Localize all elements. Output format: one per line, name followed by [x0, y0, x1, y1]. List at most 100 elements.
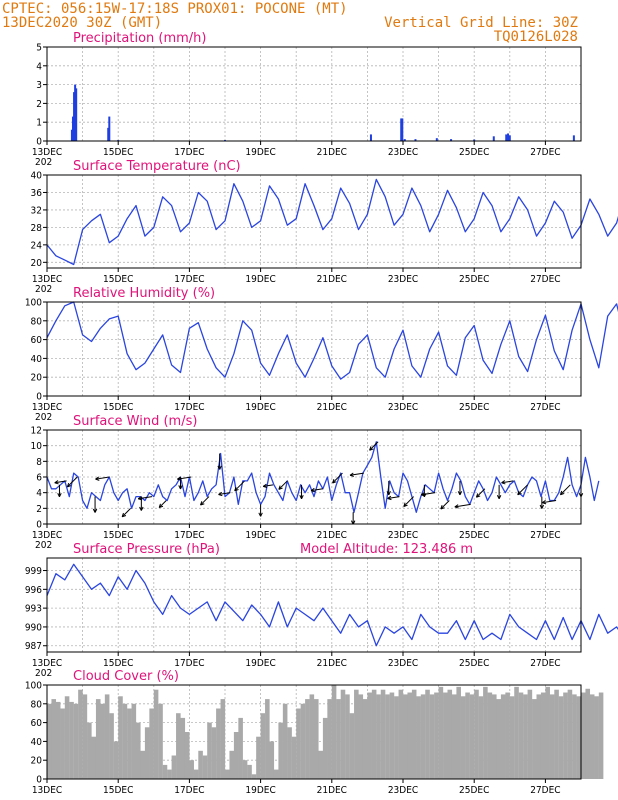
wind-vector-arrow [57, 484, 62, 498]
precip-bar [70, 129, 73, 141]
cloud-column [585, 688, 591, 779]
wind-vector-arrow [387, 495, 400, 501]
cloud-column [385, 694, 390, 779]
wind-arrow-shaft [454, 503, 471, 508]
panel-precip: 0 1 2 3 4 5 13DEC 15DEC 17DEC 19DEC 21DEC 23DEC 25DE… [32, 31, 582, 168]
wind-arrow-shaft [200, 496, 210, 506]
x-tick-label: 15DEC [103, 274, 133, 285]
wind-vector-arrow [403, 496, 415, 507]
precip-bar [107, 127, 110, 141]
cloud-column [233, 732, 239, 779]
wind-arrow-shaft [310, 488, 323, 492]
x-tick-label: 15DEC [103, 785, 133, 796]
wind-vector-arrow [92, 496, 98, 513]
cloud-column [487, 692, 493, 779]
wind-arrow-head [475, 493, 481, 498]
y-tick-label: 6 [36, 473, 42, 484]
cloud-column [296, 708, 301, 779]
cloud-column [87, 722, 92, 779]
wind-arrow-head [158, 503, 164, 509]
wind-vector-arrow [559, 484, 571, 496]
wind-arrow-head [539, 504, 545, 509]
y-tick-label: 0 [36, 137, 42, 148]
cloud-column [225, 769, 230, 779]
cloud-column [581, 692, 586, 779]
cloud-column [447, 689, 453, 779]
y-tick-label: 20 [31, 258, 43, 269]
y-tick-label: 32 [31, 205, 42, 216]
x-tick-label: 17DEC [174, 147, 204, 158]
cloud-column [354, 689, 359, 779]
pres-line [46, 563, 618, 647]
wind-arrow-head [217, 465, 222, 470]
x-tick-label: 27DEC [530, 147, 560, 158]
cloud-column [291, 736, 297, 779]
panel-frame [46, 557, 582, 653]
y-tick-label: 987 [25, 641, 42, 652]
wind-arrow-head [262, 483, 268, 489]
x-tick-label: 19DEC [245, 147, 275, 158]
cloud-column [167, 769, 172, 779]
header-run-code: TQ0126L028 [494, 29, 578, 45]
wind-vector-arrow [158, 500, 167, 509]
wind-arrow-head [403, 502, 408, 507]
y-tick-label: 12 [31, 426, 42, 437]
wind-arrow-shaft [476, 488, 486, 498]
wind-arrow-head [218, 491, 223, 497]
x-tick-label: 23DEC [388, 274, 418, 285]
cloud-column [483, 686, 488, 779]
x-tick-label: 19DEC [245, 402, 275, 413]
cloud-column [260, 713, 266, 779]
cloud-column [109, 713, 114, 779]
wind-arrow-head [95, 476, 100, 481]
x-tick-label: 27DEC [530, 785, 560, 796]
x-tick-label: 17DEC [174, 274, 204, 285]
x-tick-label: 23DEC [388, 402, 418, 413]
cloud-column [322, 717, 328, 779]
wind-arrow-head [332, 479, 337, 484]
wind-vector-arrow [278, 480, 288, 490]
cloud-column [429, 694, 435, 779]
y-tick-label: 24 [31, 240, 43, 251]
cloud-column [376, 694, 381, 779]
cloud-column [349, 713, 355, 779]
header-grid-note: Vertical Grid Line: 30Z [384, 15, 578, 31]
wind-arrow-head [369, 446, 374, 451]
cloud-column [545, 686, 550, 779]
precip-bar [508, 135, 511, 141]
y-tick-label: 40 [31, 354, 43, 365]
x-year-label: 202 [35, 668, 52, 679]
x-tick-label: 13DEC [32, 402, 62, 413]
wind-vector-arrow [517, 484, 528, 496]
precip-bar [108, 116, 111, 141]
temp-line [46, 178, 618, 266]
precip-bar [414, 139, 417, 141]
wind-vector-arrow [501, 480, 514, 485]
cloud-column [95, 699, 101, 779]
panel-wind: 0 2 4 6 8 10 12 13DEC 15DEC 17DEC 19DEC 21DEC 23DEC 2… [31, 414, 600, 551]
precip-bar [492, 136, 495, 141]
wind-vector-arrow [350, 512, 356, 525]
cloud-column [367, 692, 372, 779]
cloud-column [122, 703, 128, 779]
cloud-column [198, 750, 203, 779]
cloud-column [371, 689, 377, 779]
wind-arrow-head [541, 499, 547, 505]
temp-title: Surface Temperature (nC) [73, 159, 241, 174]
cloud-column [594, 696, 599, 779]
x-tick-label: 17DEC [174, 785, 204, 796]
cloud-column [532, 699, 537, 779]
cloud-column [434, 692, 439, 779]
cloud-column [398, 689, 404, 779]
y-tick-label: 4 [36, 61, 42, 72]
wind-arrow-shaft [278, 480, 288, 490]
wind-arrow-shaft [501, 480, 514, 484]
wind-arrow-shaft [560, 484, 571, 496]
cloud-column [202, 755, 208, 779]
x-tick-label: 27DEC [530, 530, 560, 541]
rh-line [46, 301, 618, 380]
wind-arrow-shaft [403, 496, 415, 507]
cloud-column [113, 741, 119, 779]
cloud-column [180, 717, 186, 779]
cloud-column [78, 689, 83, 779]
